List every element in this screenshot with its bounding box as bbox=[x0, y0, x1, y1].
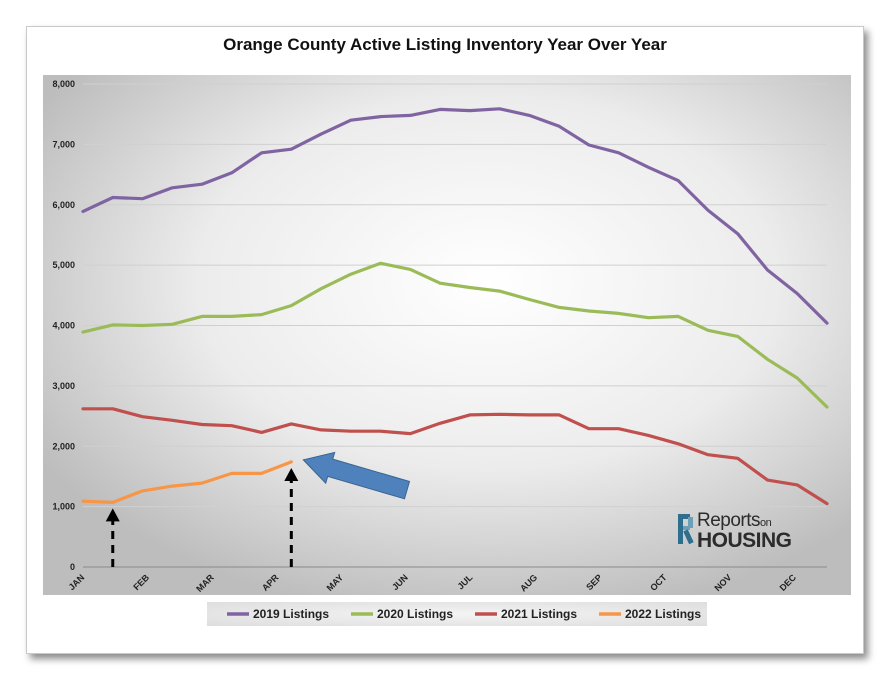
legend-label: 2022 Listings bbox=[625, 607, 701, 621]
y-tick-label: 2,000 bbox=[52, 441, 75, 451]
chart-frame: 0 1,000 2,000 3,000 4,000 5,000 6,000 7,000 8,00… bbox=[26, 26, 864, 654]
logo-on: on bbox=[760, 517, 772, 529]
y-tick-label: 8,000 bbox=[52, 79, 75, 89]
y-tick-label: 6,000 bbox=[52, 200, 75, 210]
dashed-arrow-head bbox=[105, 508, 120, 522]
y-tick-label: 7,000 bbox=[52, 139, 75, 149]
y-tick-label: 3,000 bbox=[52, 381, 75, 391]
legend-label: 2021 Listings bbox=[501, 607, 577, 621]
y-axis: 0 1,000 2,000 3,000 4,000 5,000 6,000 7,000 8,00… bbox=[52, 79, 75, 572]
reports-on-housing-logo: Reportson HOUSING bbox=[675, 510, 825, 560]
series-line-2020 bbox=[81, 261, 829, 409]
y-tick-label: 1,000 bbox=[52, 502, 75, 512]
series-line-2022 bbox=[81, 460, 293, 504]
annotations bbox=[105, 451, 411, 567]
y-tick-label: 5,000 bbox=[52, 260, 75, 270]
blue-callout-arrow bbox=[302, 451, 411, 500]
legend: 2019 Listings 2020 Listings 2021 Listings 2… bbox=[207, 602, 707, 626]
dashed-arrow-head bbox=[284, 467, 299, 481]
y-tick-label: 0 bbox=[70, 562, 75, 572]
chart-title: Orange County Active Listing Inventory Y… bbox=[223, 35, 667, 54]
logo-reports: Reports bbox=[697, 510, 761, 531]
plot-area bbox=[43, 75, 851, 595]
logo-mark-icon bbox=[678, 514, 694, 545]
y-tick-label: 4,000 bbox=[52, 321, 75, 331]
legend-label: 2019 Listings bbox=[253, 607, 329, 621]
legend-box bbox=[207, 602, 707, 626]
series-line-2021 bbox=[81, 407, 829, 506]
legend-label: 2020 Listings bbox=[377, 607, 453, 621]
line-chart: 0 1,000 2,000 3,000 4,000 5,000 6,000 7,000 8,00… bbox=[43, 75, 851, 626]
logo-line-1: Reportson bbox=[697, 510, 772, 532]
series-line-2019 bbox=[81, 107, 829, 325]
series-lines bbox=[81, 107, 829, 506]
logo-line-2: HOUSING bbox=[697, 529, 792, 552]
